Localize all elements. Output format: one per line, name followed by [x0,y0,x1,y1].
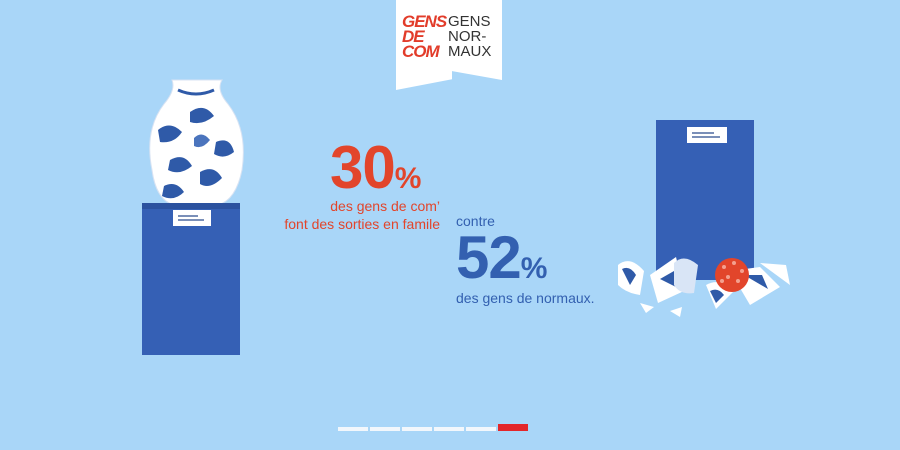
logo-right-panel [448,0,502,80]
stat-gens-de-com-value: 30% [330,134,421,201]
logo-right-text: GENS NOR- MAUX [448,13,492,60]
progress-step[interactable] [466,427,496,431]
pedestal-label-card [687,127,727,143]
progress-step[interactable] [370,427,400,431]
logo: GENS DE COM GENS NOR- MAUX [396,0,502,90]
progress-step-current[interactable] [498,424,528,431]
progress-step[interactable] [338,427,368,431]
progress-step[interactable] [402,427,432,431]
broken-vase-illustration [618,120,790,317]
stat-gens-de-com-caption: des gens de com’ font des sorties en fam… [284,198,440,232]
progress-step[interactable] [434,427,464,431]
red-ball [715,258,749,292]
vase-on-pedestal-illustration [142,79,244,355]
vase [149,79,244,206]
stat-gens-normaux-value: 52% [456,224,547,291]
pedestal [142,203,240,355]
pedestal [656,120,754,280]
vase-shards [618,257,790,317]
stat-gens-normaux-caption: des gens de normaux. [456,290,595,306]
logo-left-text: GENS DE COM [402,12,447,61]
logo-left-panel [396,0,452,90]
progress-indicator [338,424,528,431]
comparison-connector: contre [456,213,495,229]
pedestal-label-card [173,210,211,226]
